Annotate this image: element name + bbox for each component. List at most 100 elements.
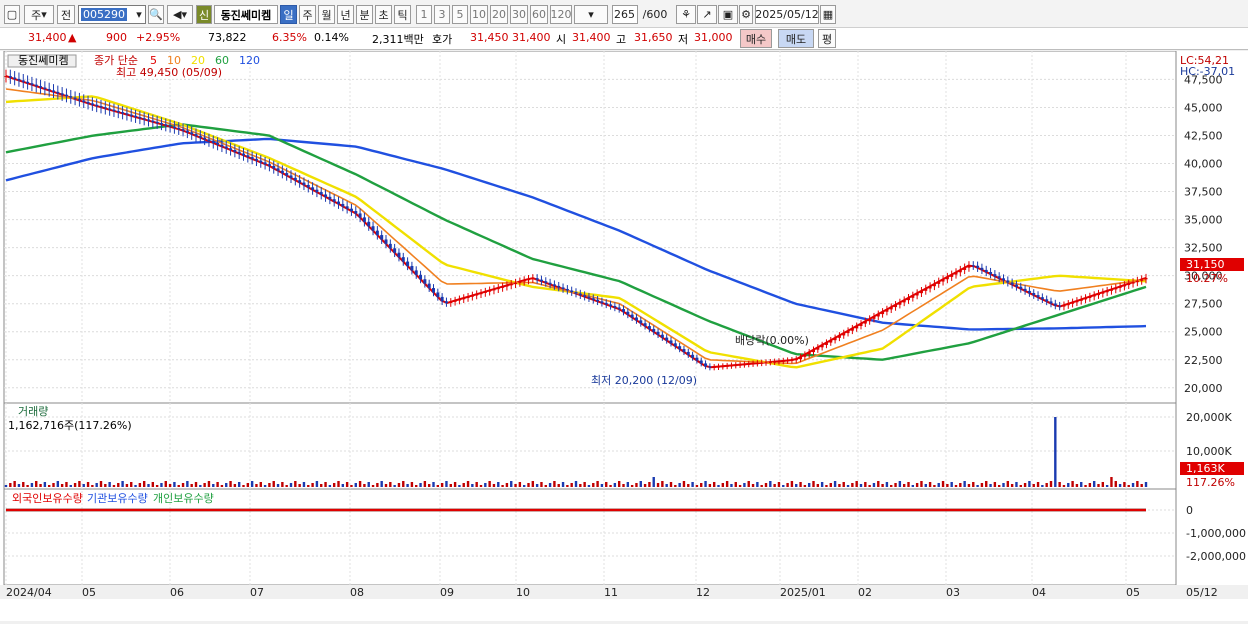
chart-canvas[interactable]: 47,500 45,000 42,500 40,000 37,500 35,000 32,5…	[0, 50, 1248, 621]
volume-bar	[30, 483, 34, 487]
multiplier-button[interactable]: 10	[470, 5, 488, 24]
volume-bar	[1032, 484, 1035, 487]
buy-button[interactable]: 매수	[740, 29, 772, 48]
volume-bar	[307, 485, 310, 487]
volume-bar	[501, 485, 504, 487]
multiplier-button[interactable]: 3	[434, 5, 450, 24]
interval-tab[interactable]: 초	[375, 5, 392, 24]
multiplier-button[interactable]: 5	[452, 5, 468, 24]
line-tool-icon[interactable]: ↗	[697, 5, 717, 24]
multiplier-button[interactable]: 60	[530, 5, 548, 24]
candle-body	[708, 366, 712, 368]
volume-bar	[389, 482, 392, 487]
multiplier-button[interactable]: 1	[416, 5, 432, 24]
multiplier-dropdown[interactable]: ▾	[574, 5, 608, 24]
candle-body	[548, 282, 552, 285]
volume-bar	[406, 484, 409, 487]
multiplier-button[interactable]: 120	[550, 5, 572, 24]
interval-tab[interactable]: 일	[280, 5, 297, 24]
eval-button[interactable]: 평	[818, 29, 836, 48]
high-label: 고	[616, 33, 627, 46]
change: 900	[106, 31, 127, 44]
volume-title: 거래량	[18, 405, 48, 418]
gear-icon[interactable]: ⚙	[739, 5, 753, 24]
interval-tab[interactable]: 월	[318, 5, 335, 24]
speaker-icon[interactable]: ◀▾	[167, 5, 193, 24]
candle-body	[298, 180, 302, 183]
candle-body	[462, 298, 466, 300]
candle-body	[457, 299, 461, 301]
volume-bar	[652, 477, 655, 487]
volume-bar	[816, 484, 820, 487]
candle-body	[151, 120, 155, 122]
volume-bar	[531, 481, 535, 487]
chart-area[interactable]: 47,500 45,000 42,500 40,000 37,500 35,000 32,5…	[0, 50, 1248, 621]
period-select[interactable]: 주 ▾	[24, 5, 54, 24]
volume-bar	[587, 485, 591, 487]
volume-bar	[717, 485, 720, 487]
candle-body	[1118, 286, 1122, 288]
volume-bar	[510, 481, 513, 487]
volume-bar	[466, 481, 470, 487]
volume-bar	[47, 485, 51, 487]
code-dropdown-icon[interactable]: ▾	[136, 8, 142, 21]
volume-bar	[976, 485, 979, 487]
date-input[interactable]: 2025/05/12	[755, 5, 819, 24]
candle-body	[932, 283, 936, 287]
quote-bar: 31,400 ▲ 900 +2.95% 73,822 6.35% 0.14% 2…	[0, 28, 1248, 50]
new-badge[interactable]: 신	[196, 5, 212, 24]
search-icon[interactable]: 🔍	[148, 5, 164, 24]
volume-bar	[419, 483, 422, 487]
volume-bar	[203, 483, 206, 487]
volume-bar	[872, 483, 876, 487]
candle-type-icon[interactable]: ⚘	[676, 5, 696, 24]
volume-bar	[147, 484, 150, 487]
multiplier-button[interactable]: 20	[490, 5, 508, 24]
multiplier-button[interactable]: 30	[510, 5, 528, 24]
candle-body	[574, 292, 578, 294]
volume-bar	[630, 485, 634, 487]
candle-body	[984, 269, 988, 273]
candle-body	[414, 270, 418, 275]
volume-bar	[43, 482, 47, 487]
volume-bar	[436, 485, 440, 487]
volume-bar	[1062, 485, 1066, 487]
interval-tab[interactable]: 주	[299, 5, 316, 24]
volume-bar	[1084, 485, 1087, 487]
volume-bar	[911, 485, 915, 487]
current-price-tag: 31,150	[1186, 258, 1225, 271]
x-tick-label: 06	[170, 586, 184, 599]
prev-button[interactable]: 전	[57, 5, 75, 24]
volume-bar	[777, 482, 781, 487]
volume-bar	[458, 485, 461, 487]
candle-body	[561, 287, 565, 289]
ask1: 31,450	[470, 31, 509, 44]
volume-bar	[112, 485, 116, 487]
window-menu-icon[interactable]: ▢	[4, 5, 20, 24]
candle-body	[272, 165, 276, 169]
count-input[interactable]: 265	[612, 5, 638, 24]
candle-body	[401, 257, 405, 262]
interval-tab[interactable]: 틱	[394, 5, 411, 24]
calendar-icon[interactable]: ▦	[820, 5, 836, 24]
volume-bar	[635, 483, 638, 487]
volume-bar	[877, 481, 880, 487]
sell-button[interactable]: 매도	[778, 29, 814, 48]
save-icon[interactable]: ▣	[718, 5, 738, 24]
candle-body	[362, 217, 366, 222]
x-tick-label: 08	[350, 586, 364, 599]
x-last-date: 05/12	[1186, 586, 1218, 599]
price-tick-label: 32,500	[1184, 242, 1223, 255]
candle-body	[181, 129, 185, 131]
interval-tab[interactable]: 년	[337, 5, 354, 24]
volume-bar	[475, 482, 478, 487]
candle-body	[147, 119, 150, 121]
volume-bar	[954, 485, 958, 487]
low: 31,000	[694, 31, 733, 44]
volume-bar	[160, 483, 163, 487]
volume-bar	[294, 481, 297, 487]
candle-body	[915, 293, 919, 296]
interval-tab[interactable]: 분	[356, 5, 373, 24]
amount: 2,311백만	[372, 33, 424, 46]
stock-code-input[interactable]: 005290	[78, 5, 146, 24]
